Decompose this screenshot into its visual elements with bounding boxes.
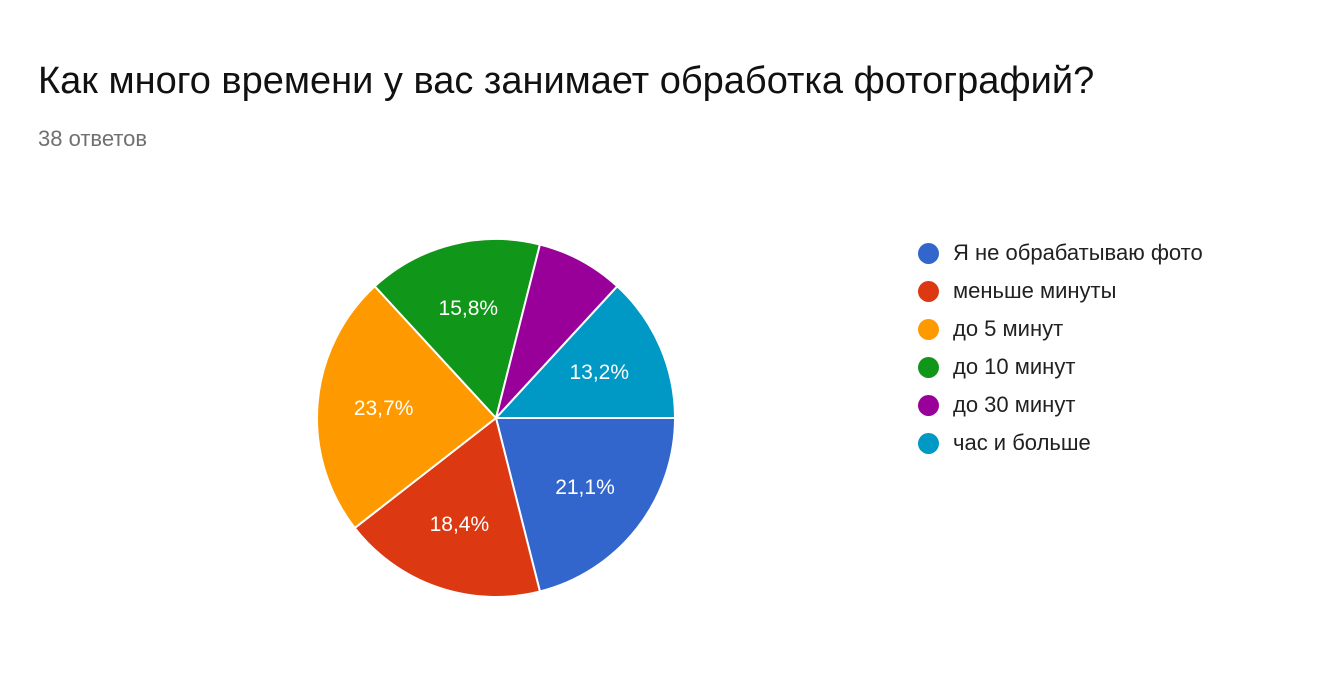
chart-title: Как много времени у вас занимает обработ… bbox=[38, 60, 1095, 102]
legend-item: до 30 минут bbox=[918, 386, 1203, 424]
legend-label: до 5 минут bbox=[953, 316, 1064, 341]
slice-percent-label: 13,2% bbox=[569, 361, 629, 384]
legend-item: меньше минуты bbox=[918, 272, 1203, 310]
legend-label: Я не обрабатываю фото bbox=[953, 240, 1203, 265]
legend-color-dot bbox=[918, 242, 939, 264]
legend-color-dot bbox=[918, 318, 939, 340]
legend-item: до 5 минут bbox=[918, 310, 1203, 348]
legend-color-dot bbox=[918, 280, 939, 302]
pie-slice bbox=[494, 417, 677, 593]
legend-label: до 10 минут bbox=[953, 354, 1076, 379]
pie-slice bbox=[373, 238, 542, 421]
slice-percent-label: 21,1% bbox=[555, 476, 615, 499]
legend-color-dot bbox=[918, 394, 939, 416]
legend-item: до 10 минут bbox=[918, 348, 1203, 386]
slice-percent-label: 23,7% bbox=[354, 397, 414, 420]
legend-label: меньше минуты bbox=[953, 278, 1117, 303]
pie-slice bbox=[353, 416, 542, 598]
slice-percent-label: 15,8% bbox=[439, 297, 499, 320]
legend-label: до 30 минут bbox=[953, 392, 1076, 417]
chart-legend: Я не обрабатываю фото меньше минуты до 5 м… bbox=[918, 234, 1203, 462]
legend-label: час и больше bbox=[953, 430, 1091, 455]
legend-color-dot bbox=[918, 432, 939, 454]
legend-color-dot bbox=[918, 356, 939, 378]
legend-item: час и больше bbox=[918, 424, 1203, 462]
legend-item: Я не обрабатываю фото bbox=[918, 234, 1203, 272]
slice-percent-label: 18,4% bbox=[430, 513, 490, 536]
pie-slice bbox=[316, 284, 498, 530]
response-count: 38 ответов bbox=[38, 126, 148, 151]
pie-slice bbox=[493, 284, 677, 419]
